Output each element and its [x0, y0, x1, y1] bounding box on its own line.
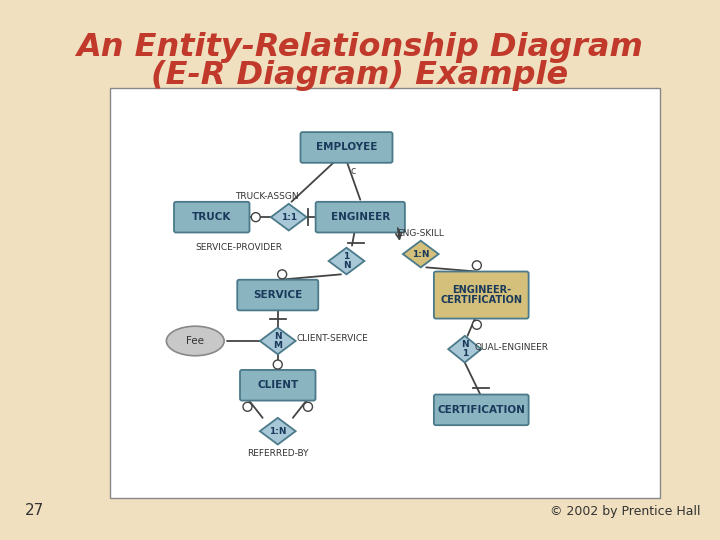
Polygon shape: [271, 204, 307, 231]
Circle shape: [472, 261, 482, 270]
Text: EMPLOYEE: EMPLOYEE: [316, 143, 377, 152]
Text: c: c: [351, 166, 356, 176]
Text: 1:N: 1:N: [269, 427, 287, 436]
Polygon shape: [260, 418, 296, 444]
Text: CLIENT-SERVICE: CLIENT-SERVICE: [297, 334, 369, 343]
Circle shape: [304, 402, 312, 411]
Circle shape: [472, 320, 482, 329]
Text: QUAL-ENGINEER: QUAL-ENGINEER: [474, 342, 549, 352]
Text: (E-R Diagram) Example: (E-R Diagram) Example: [151, 60, 569, 91]
Bar: [110, 88, 660, 498]
Circle shape: [274, 360, 282, 369]
Text: REFERRED-BY: REFERRED-BY: [247, 449, 308, 458]
Ellipse shape: [166, 326, 224, 356]
Text: N
1: N 1: [461, 340, 469, 358]
FancyBboxPatch shape: [434, 395, 528, 425]
Text: An Entity-Relationship Diagram: An Entity-Relationship Diagram: [76, 32, 644, 63]
Polygon shape: [328, 248, 364, 274]
Text: 1:1: 1:1: [281, 213, 297, 221]
Text: SERVICE: SERVICE: [253, 290, 302, 300]
Text: ENG-SKILL: ENG-SKILL: [397, 229, 444, 238]
Text: ENGINEER: ENGINEER: [330, 212, 390, 222]
Text: CERTIFICATION: CERTIFICATION: [437, 405, 525, 415]
Text: TRUCK: TRUCK: [192, 212, 231, 222]
Polygon shape: [449, 336, 481, 362]
Text: SERVICE-PROVIDER: SERVICE-PROVIDER: [196, 242, 283, 252]
Text: TRUCK-ASSGN: TRUCK-ASSGN: [235, 192, 299, 201]
Polygon shape: [260, 328, 296, 354]
Text: © 2002 by Prentice Hall: © 2002 by Prentice Hall: [549, 505, 700, 518]
Text: N
M: N M: [274, 332, 282, 350]
Text: Fee: Fee: [186, 336, 204, 346]
Circle shape: [278, 270, 287, 279]
FancyBboxPatch shape: [174, 202, 250, 233]
FancyBboxPatch shape: [315, 202, 405, 233]
Circle shape: [251, 213, 260, 221]
Polygon shape: [403, 241, 438, 267]
FancyBboxPatch shape: [300, 132, 392, 163]
Circle shape: [243, 402, 252, 411]
FancyBboxPatch shape: [238, 280, 318, 310]
Text: 27: 27: [25, 503, 44, 518]
Text: ENGINEER-
CERTIFICATION: ENGINEER- CERTIFICATION: [440, 285, 522, 306]
FancyBboxPatch shape: [434, 272, 528, 319]
Text: 1:N: 1:N: [412, 249, 430, 259]
Text: CLIENT: CLIENT: [257, 380, 298, 390]
Text: 1
N: 1 N: [343, 252, 351, 270]
FancyBboxPatch shape: [240, 370, 315, 401]
